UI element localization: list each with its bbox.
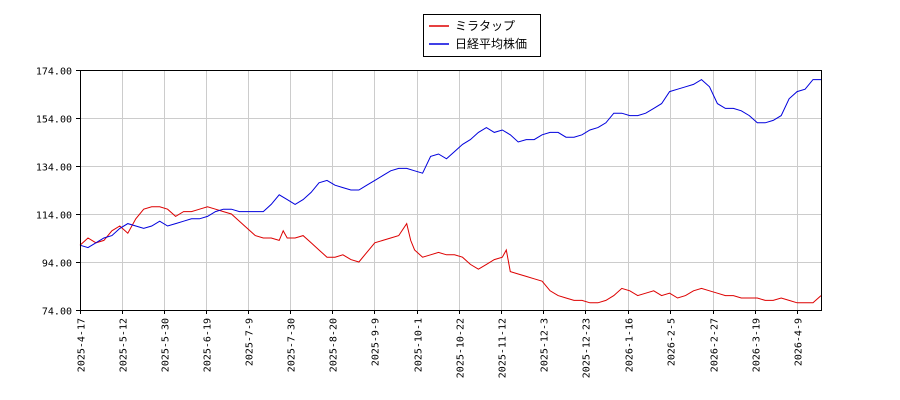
x-tick-label: 2025-7-9 <box>245 318 256 366</box>
x-tick-label: 2025-10-1 <box>414 318 425 372</box>
y-tick-label: 134.00 <box>36 163 72 174</box>
y-tick-label: 154.00 <box>36 115 72 126</box>
legend-box <box>423 14 541 57</box>
x-tick-label: 2025-5-30 <box>161 318 172 372</box>
x-tick-label: 2025-9-9 <box>371 318 382 366</box>
plot-frame <box>80 70 822 311</box>
x-tick-label: 2026-2-27 <box>710 318 721 372</box>
legend-label: 日経平均株価 <box>455 36 527 51</box>
x-tick-label: 2025-11-12 <box>498 318 509 378</box>
series-line-nikkei <box>79 78 821 249</box>
series-layer <box>79 78 822 304</box>
x-tick-label: 2026-3-19 <box>752 318 763 372</box>
x-tick-label: 2026-4-9 <box>794 318 805 366</box>
y-tick-label: 74.00 <box>42 307 72 318</box>
x-tick-label: 2025-4-17 <box>77 318 88 372</box>
y-axis-ticks: 74.00 94.00 114.00 134.00 154.00 174.00 <box>36 67 80 318</box>
x-tick-label: 2026-2-5 <box>667 318 678 366</box>
y-tick-label: 174.00 <box>36 67 72 78</box>
y-tick-label: 114.00 <box>36 211 72 222</box>
x-axis-ticks: 2025-4-17 2025-5-12 2025-5-30 2025-6-19 2025… <box>77 310 805 378</box>
x-tick-label: 2025-10-22 <box>456 318 467 378</box>
x-tick-label: 2025-8-20 <box>329 318 340 372</box>
grid <box>80 70 821 311</box>
x-tick-label: 2025-12-3 <box>540 318 551 372</box>
series-line-miratap <box>79 206 822 304</box>
x-tick-label: 2025-6-19 <box>203 318 214 372</box>
x-tick-label: 2026-1-16 <box>625 318 636 372</box>
x-tick-label: 2025-5-12 <box>119 318 130 372</box>
y-tick-label: 94.00 <box>42 259 72 270</box>
x-tick-label: 2025-12-23 <box>582 318 593 378</box>
x-tick-label: 2025-7-30 <box>287 318 298 372</box>
legend-label: ミラタップ <box>455 19 515 33</box>
